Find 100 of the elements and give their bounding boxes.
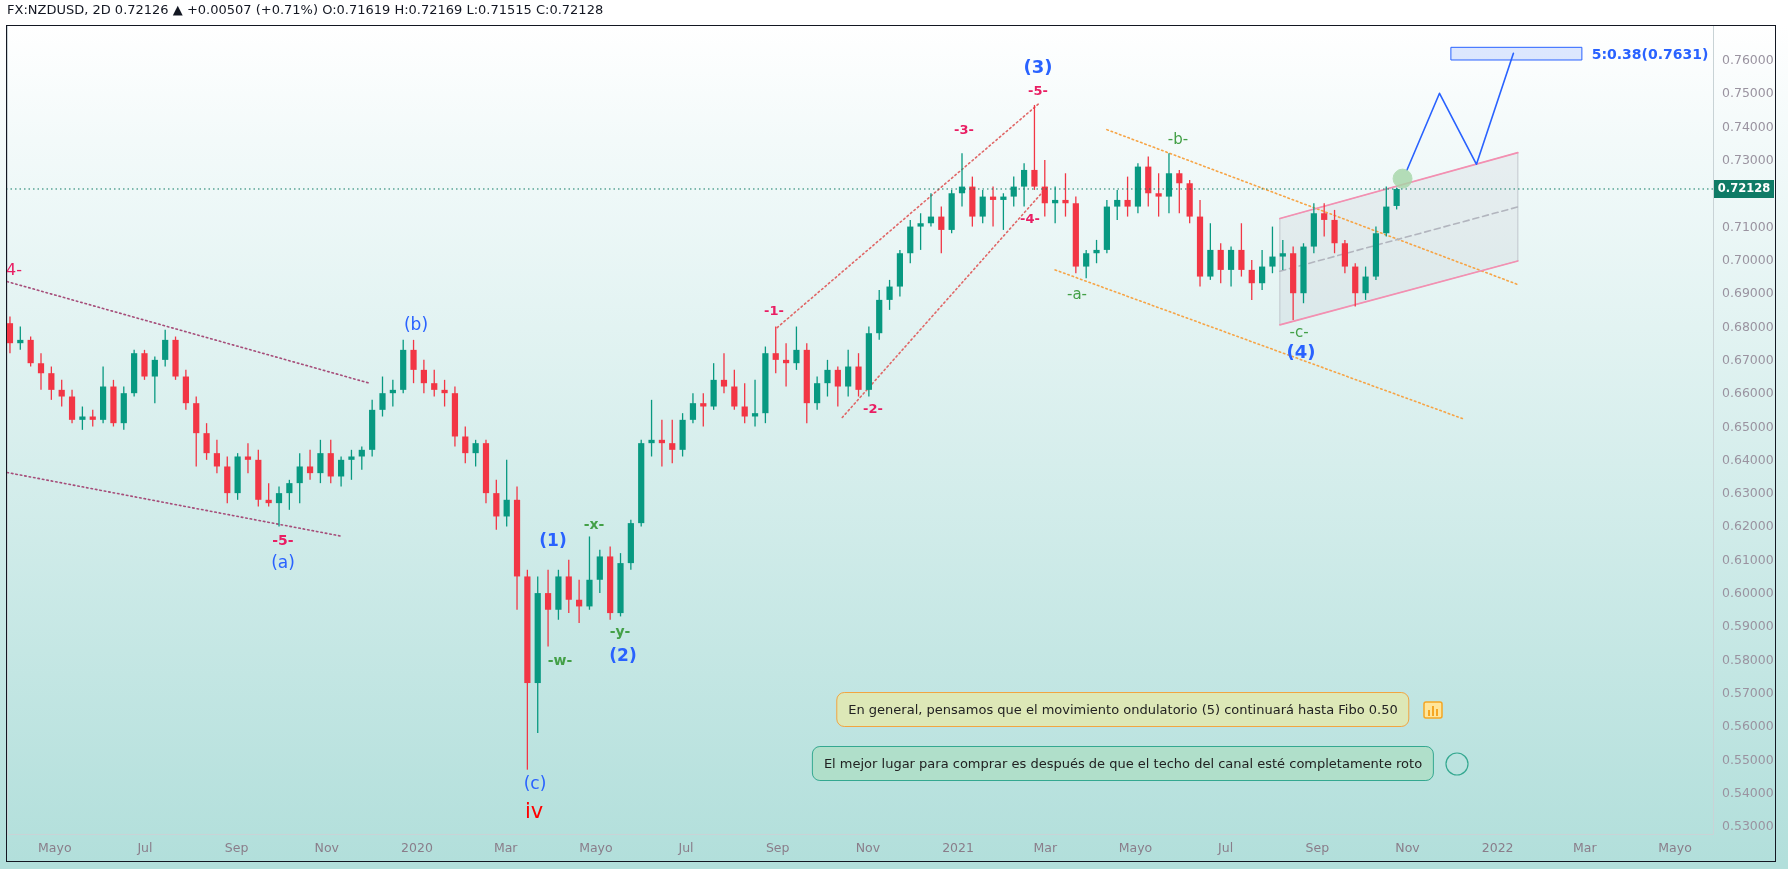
annotation: -2- <box>863 401 883 416</box>
candlestick <box>814 375 821 411</box>
annotation: (a) <box>271 552 295 572</box>
candlestick <box>1155 172 1162 218</box>
candlestick <box>68 389 76 424</box>
candlestick <box>462 425 469 464</box>
candlestick <box>162 329 169 368</box>
y-tick-label: 0.71000 <box>1722 218 1774 234</box>
x-tick-label: Mayo <box>1658 839 1692 855</box>
candlestick <box>1362 265 1369 301</box>
candlestick <box>648 399 655 458</box>
y-tick-label: 0.55000 <box>1722 751 1774 767</box>
candlestick <box>1165 152 1173 214</box>
y-tick-label: 0.62000 <box>1722 518 1774 534</box>
candlestick <box>1248 259 1255 301</box>
candlestick <box>338 455 345 488</box>
candlestick <box>1341 239 1348 274</box>
candlestick <box>1331 209 1338 254</box>
x-tick-label: Mayo <box>579 839 613 855</box>
x-tick-label: Sep <box>1305 839 1330 855</box>
candlestick <box>348 449 355 481</box>
candlestick <box>141 349 148 381</box>
x-tick-label: Sep <box>224 839 249 855</box>
annotation: -x- <box>583 516 605 532</box>
candlestick <box>431 369 438 398</box>
candlestick <box>441 379 448 408</box>
candlestick <box>917 212 924 251</box>
candlestick <box>845 349 852 398</box>
candlestick <box>979 189 986 224</box>
annotation: 5:0.38(0.7631) <box>1591 46 1709 62</box>
y-tick-label: 0.73000 <box>1722 151 1774 167</box>
annotation: (3) <box>1023 56 1053 77</box>
candlestick <box>1227 245 1235 288</box>
candlestick <box>544 569 552 648</box>
candlestick <box>244 442 252 474</box>
candlestick <box>472 439 479 468</box>
candlestick <box>751 379 759 428</box>
candlestick <box>275 485 283 528</box>
x-tick-label: Jul <box>136 839 153 855</box>
candlestick <box>772 325 779 374</box>
candlestick <box>503 459 510 528</box>
candlestick <box>1238 222 1245 278</box>
candlestick <box>1114 189 1121 221</box>
annotation: -5- <box>1028 83 1048 98</box>
y-tick-label: 0.58000 <box>1722 651 1774 667</box>
annotation: El mejor lugar para comprar es después de que el techo del canal esté completamente roto <box>811 746 1435 781</box>
annotation: 4- <box>6 260 22 279</box>
candlestick <box>1393 186 1400 211</box>
y-tick-label: 0.57000 <box>1722 685 1774 701</box>
candlestick <box>720 352 728 394</box>
candlestick <box>938 205 945 254</box>
annotation: (1) <box>539 530 567 550</box>
y-tick-label: 0.61000 <box>1722 551 1774 567</box>
x-tick-label: Nov <box>314 839 340 855</box>
y-tick-label: 0.63000 <box>1722 485 1774 501</box>
annotation: iv <box>524 799 544 823</box>
candlestick <box>410 339 417 384</box>
y-tick-label: 0.59000 <box>1722 618 1774 634</box>
annotation: -b- <box>1167 130 1189 148</box>
x-tick-label: Sep <box>765 839 790 855</box>
y-tick-label: 0.65000 <box>1722 418 1774 434</box>
x-tick-label: Jul <box>677 839 694 855</box>
annotation: -c- <box>1289 323 1309 341</box>
chart-title: FX:NZDUSD, 2D 0.72126 ▲ +0.00507 (+0.71%) O:0.71619 H:0.72169 L:0.71515 C:0.72128 <box>7 2 604 17</box>
candlestick <box>700 392 707 428</box>
candlestick <box>1217 242 1224 284</box>
candlestick <box>824 359 831 398</box>
candlestick <box>1031 104 1038 191</box>
candlestick <box>1062 172 1069 218</box>
x-tick-label: Mayo <box>1118 839 1153 855</box>
candlestick <box>58 379 65 408</box>
annotation: -a- <box>1066 285 1088 303</box>
annotation: -1- <box>764 303 784 318</box>
candlestick <box>741 382 748 424</box>
candlestick <box>286 479 293 511</box>
y-tick-label: 0.60000 <box>1722 585 1774 601</box>
candlestick <box>886 279 893 311</box>
y-tick-label: 0.56000 <box>1722 718 1774 734</box>
x-tick-label: 2020 <box>401 839 433 855</box>
y-tick-label: 0.69000 <box>1722 285 1774 301</box>
annotation: (c) <box>523 773 547 793</box>
annotation: En general, pensamos que el movimiento ondulatorio (5) continuará hasta Fibo 0.50 <box>836 692 1410 727</box>
candlestick <box>689 392 697 424</box>
candlestick <box>327 439 334 484</box>
x-tick-label: 2021 <box>942 839 974 855</box>
candlestick <box>1259 249 1266 291</box>
candlestick <box>1000 192 1007 231</box>
y-tick-label: 0.76000 <box>1722 51 1774 67</box>
candlestick <box>27 335 34 368</box>
y-tick-label: 0.64000 <box>1722 451 1774 467</box>
x-tick-label: Mayo <box>38 839 72 855</box>
y-tick-label: 0.67000 <box>1722 351 1774 367</box>
candlestick <box>731 369 738 411</box>
x-tick-label: 2022 <box>1481 839 1514 855</box>
y-tick-label: 0.70000 <box>1722 251 1774 267</box>
candlestick <box>669 419 676 464</box>
candlestick <box>6 315 14 354</box>
x-tick-label: Mar <box>493 839 519 855</box>
candlestick <box>834 365 841 408</box>
candlestick <box>379 375 386 418</box>
